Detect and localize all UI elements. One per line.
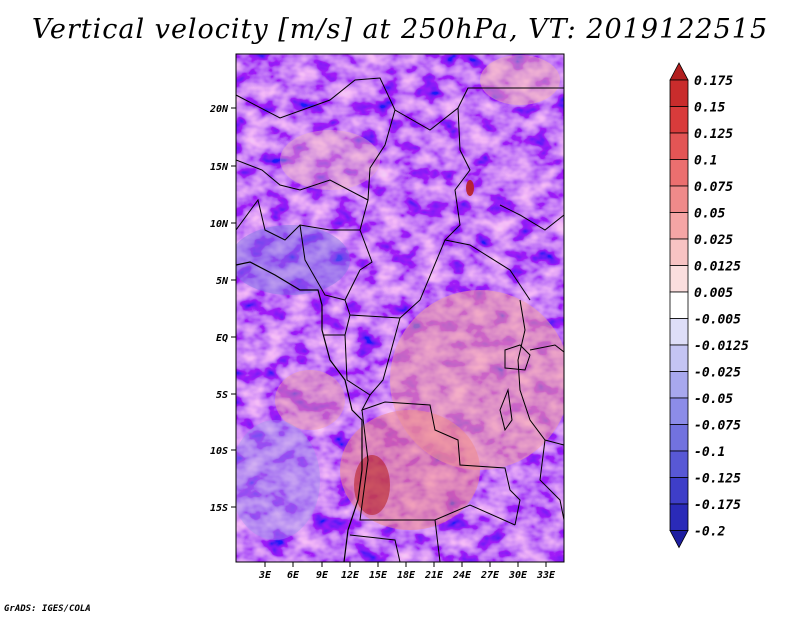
lon-label: 24E (452, 570, 472, 581)
colorbar-box (669, 450, 689, 478)
lat-label: EQ (216, 333, 228, 344)
colorbar-box (669, 371, 689, 399)
colorbar-label: -0.005 (694, 313, 741, 328)
colorbar-label: 0.125 (694, 127, 733, 142)
colorbar-top-arrow (669, 62, 689, 81)
lon-label: 15E (369, 570, 388, 581)
lat-label: 10S (210, 446, 228, 457)
lon-label: 18E (397, 570, 416, 581)
lon-label: 3E (258, 570, 272, 581)
colorbar-label: 0.005 (694, 286, 733, 301)
lon-label: 30E (508, 570, 528, 581)
colorbar: 0.175 0.15 0.125 0.1 0.075 0.05 0.025 0.0125 0.0… (669, 62, 749, 549)
map-panel: 20N 15N 10N 5N EQ 5S 10S 15S 3E 6E 9E 12… (209, 53, 565, 581)
lon-label: 21E (424, 570, 444, 581)
colorbar-label: -0.1 (694, 445, 725, 460)
colorbar-box (669, 291, 689, 319)
colorbar-box (669, 132, 689, 160)
lon-label: 27E (480, 570, 500, 581)
colorbar-label: 0.05 (694, 207, 725, 222)
colorbar-box (669, 424, 689, 452)
colorbar-label: 0.1 (694, 154, 717, 169)
colorbar-box (669, 344, 689, 372)
colorbar-box (669, 477, 689, 505)
lat-label: 10N (210, 219, 229, 230)
lat-label: 5S (216, 390, 228, 401)
colorbar-label: -0.075 (694, 419, 741, 434)
colorbar-label: -0.125 (694, 472, 741, 487)
colorbar-bottom-arrow (669, 530, 689, 549)
colorbar-box (669, 212, 689, 240)
colorbar-label: -0.2 (694, 525, 725, 540)
colorbar-label: -0.0125 (694, 339, 749, 354)
colorbar-label: 0.175 (694, 74, 733, 89)
lon-label: 12E (341, 570, 360, 581)
colorbar-box (669, 265, 689, 293)
lat-label: 5N (216, 276, 229, 287)
colorbar-box (669, 238, 689, 266)
lat-label: 20N (209, 104, 229, 115)
lat-label: 15N (210, 162, 229, 173)
colorbar-label: -0.025 (694, 366, 741, 381)
lon-label: 33E (536, 570, 556, 581)
chart-title: Vertical velocity [m/s] at 250hPa, VT: 2… (31, 14, 769, 45)
colorbar-label: 0.075 (694, 180, 733, 195)
colorbar-box (669, 79, 689, 107)
lon-label: 6E (287, 570, 300, 581)
lat-label: 15S (210, 503, 228, 514)
colorbar-box (669, 318, 689, 346)
country-borders (236, 77, 564, 562)
lon-labels: 3E 6E 9E 12E 15E 18E 21E 24E 27E 30E 33E (258, 570, 556, 581)
velocity-field (236, 54, 564, 562)
colorbar-label: -0.175 (694, 498, 741, 513)
colorbar-label: 0.025 (694, 233, 733, 248)
lat-labels: 20N 15N 10N 5N EQ 5S 10S 15S (209, 104, 229, 514)
colorbar-box (669, 503, 689, 531)
colorbar-label: 0.15 (694, 101, 725, 116)
axis-ticks (231, 107, 547, 567)
map-frame (235, 53, 565, 563)
colorbar-box (669, 397, 689, 425)
colorbar-label: -0.05 (694, 392, 733, 407)
credit-label: GrADS: IGES/COLA (4, 604, 91, 614)
colorbar-label: 0.0125 (694, 260, 741, 275)
colorbar-box (669, 185, 689, 213)
lon-label: 9E (316, 570, 329, 581)
colorbar-box (669, 106, 689, 134)
colorbar-box (669, 159, 689, 187)
coastline (236, 261, 363, 562)
